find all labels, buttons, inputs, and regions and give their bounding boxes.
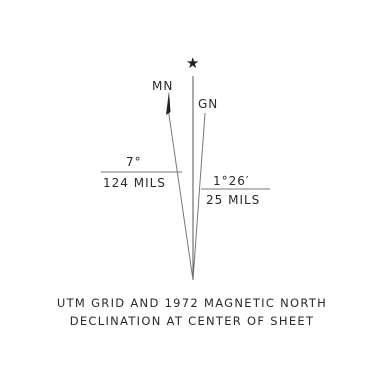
magnetic-north-label: MN [152, 79, 174, 93]
grid-declination-degrees: 1°26′ [213, 174, 250, 188]
magnetic-declination-mils: 124 MILS [103, 176, 166, 190]
magnetic-north-arrowhead [166, 91, 171, 115]
caption-line-1: UTM GRID AND 1972 MAGNETIC NORTH [56, 296, 328, 310]
true-north-star-icon: ★ [186, 54, 200, 72]
grid-north-line [192, 112, 206, 281]
grid-declination-mils: 25 MILS [206, 193, 261, 207]
grid-north-label: GN [198, 97, 219, 111]
magnetic-north-line [167, 107, 194, 281]
magnetic-declination-degrees: 7° [126, 155, 142, 169]
caption-line-2: DECLINATION AT CENTER OF SHEET [69, 314, 315, 328]
